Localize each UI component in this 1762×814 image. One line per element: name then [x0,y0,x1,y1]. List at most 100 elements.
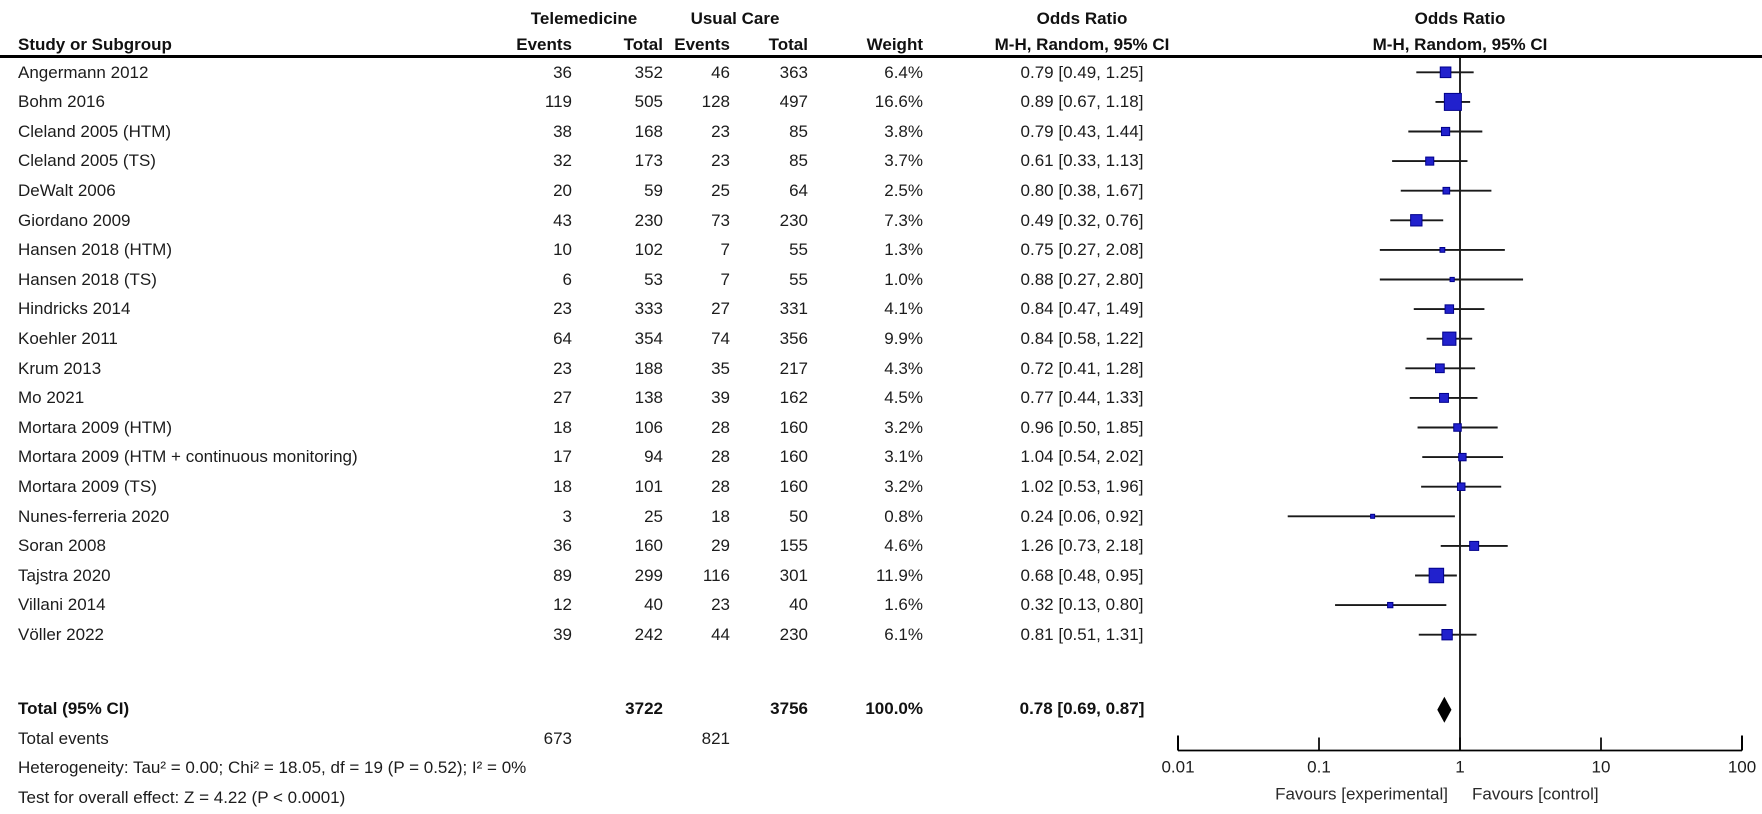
study-row: Giordano 2009 43 230 73 230 7.3% 0.49 [0.32, 0… [0,206,1762,236]
odds-ratio-ci-text: 0.79 [0.43, 1.44] [1020,121,1144,141]
total-control: 155 [779,536,808,556]
study-row: Mortara 2009 (HTM + continuous monitorin… [0,442,1762,472]
study-name: Hansen 2018 (TS) [18,269,157,289]
weight-value: 3.1% [884,447,923,467]
total-experimental: 354 [634,328,663,348]
study-row: Bohm 2016 119 505 128 497 16.6% 0.89 [0.67, 1.… [0,87,1762,117]
total-control: 40 [789,595,808,615]
events-experimental: 27 [553,388,572,408]
total-events-label: Total events [18,728,109,748]
total-control: 160 [779,476,808,496]
events-control: 39 [711,388,730,408]
weight-value: 6.1% [884,624,923,644]
weight-value: 16.6% [874,92,923,112]
events-control: 44 [711,624,730,644]
odds-ratio-ci-text: 0.77 [0.44, 1.33] [1020,388,1144,408]
study-name: Bohm 2016 [18,92,105,112]
heterogeneity-row: Heterogeneity: Tau² = 0.00; Chi² = 18.05… [0,753,1762,783]
odds-ratio-ci-text: 1.26 [0.73, 2.18] [1020,536,1144,556]
total-experimental-n: 3722 [625,698,663,718]
events-control: 23 [711,595,730,615]
events-control: 35 [711,358,730,378]
total-events-control: 821 [701,728,730,748]
weight-value: 4.1% [884,299,923,319]
weight-value: 1.0% [884,269,923,289]
events-control: 18 [711,506,730,526]
total-experimental: 106 [634,417,663,437]
study-name: Cleland 2005 (HTM) [18,121,172,141]
total-experimental: 505 [634,92,663,112]
weight-value: 4.3% [884,358,923,378]
group1-header: Telemedicine [530,9,638,28]
odds-ratio-ci-text: 0.84 [0.58, 1.22] [1020,328,1144,348]
study-name: Soran 2008 [18,536,106,556]
events-experimental: 17 [553,447,572,467]
total-control: 85 [789,121,808,141]
events-control: 28 [711,476,730,496]
weight-value: 1.6% [884,595,923,615]
total-experimental: 230 [634,210,663,230]
study-row: Hansen 2018 (TS) 6 53 7 55 1.0% 0.88 [0.27, 2.… [0,265,1762,295]
events2-column-header: Events [674,35,730,54]
odds-ratio-ci-text: 0.79 [0.49, 1.25] [1020,62,1144,82]
effect-marker [1439,66,1452,79]
heterogeneity-text: Heterogeneity: Tau² = 0.00; Chi² = 18.05… [18,758,527,778]
total-control: 55 [789,240,808,260]
total-control: 160 [779,417,808,437]
events-control: 27 [711,299,730,319]
group2-header: Usual Care [690,9,780,28]
weight-value: 4.6% [884,536,923,556]
odds-ratio-ci-text: 0.68 [0.48, 0.95] [1020,565,1144,585]
total-control: 217 [779,358,808,378]
summary-diamond [1437,696,1452,723]
events-experimental: 18 [553,417,572,437]
total-experimental: 173 [634,151,663,171]
study-row: Angermann 2012 36 352 46 363 6.4% 0.79 [0.49, … [0,58,1762,88]
study-name: Mo 2021 [18,388,85,408]
events-experimental: 23 [553,299,572,319]
weight-value: 9.9% [884,328,923,348]
total-control: 363 [779,62,808,82]
events-control: 74 [711,328,730,348]
study-name: Koehler 2011 [18,328,118,348]
total-control: 356 [779,328,808,348]
events-experimental: 36 [553,536,572,556]
total-control: 50 [789,506,808,526]
odds-ratio-ci-text: 0.61 [0.33, 1.13] [1020,151,1144,171]
study-row: DeWalt 2006 20 59 25 64 2.5% 0.80 [0.38, 1.67] [0,176,1762,206]
odds-ratio-ci-text: 0.49 [0.32, 0.76] [1020,210,1144,230]
total2-column-header: Total [768,35,808,54]
weight-value: 1.3% [884,240,923,260]
total-experimental: 299 [634,565,663,585]
study-name: Mortara 2009 (HTM) [18,417,172,437]
total-control: 64 [789,180,808,200]
effect-marker [1444,304,1455,314]
total-odds-ratio-ci-text: 0.78 [0.69, 0.87] [1019,698,1145,718]
total-experimental: 138 [634,388,663,408]
favours-left-label: Favours [experimental] [1275,785,1448,804]
study-name: Angermann 2012 [18,62,149,82]
total-control: 85 [789,151,808,171]
events-control: 23 [711,151,730,171]
study-row: Mortara 2009 (TS) 18 101 28 160 3.2% 1.02 [0.5… [0,472,1762,502]
effect-marker [1453,423,1462,432]
events-control: 46 [711,62,730,82]
study-row: Völler 2022 39 242 44 230 6.1% 0.81 [0.51, 1.3… [0,620,1762,650]
odds-ratio-ci-text: 0.72 [0.41, 1.28] [1020,358,1144,378]
favours-right-label: Favours [control] [1472,785,1599,804]
total-experimental: 94 [644,447,663,467]
events-experimental: 6 [562,269,572,289]
study-name: Tajstra 2020 [18,565,111,585]
effect-marker [1442,186,1451,195]
study-row: Hindricks 2014 23 333 27 331 4.1% 0.84 [0.47, … [0,294,1762,324]
study-row: Tajstra 2020 89 299 116 301 11.9% 0.68 [0.48, … [0,561,1762,591]
weight-value: 3.2% [884,476,923,496]
total-control: 497 [779,92,808,112]
events-experimental: 23 [553,358,572,378]
study-row: Nunes-ferreria 2020 3 25 18 50 0.8% 0.24 [0.06… [0,502,1762,532]
study-name: Krum 2013 [18,358,102,378]
effect-marker [1370,513,1376,519]
odds-ratio-ci-text: 0.32 [0.13, 0.80] [1020,595,1144,615]
total-control: 301 [779,565,808,585]
effect-marker [1441,629,1453,641]
